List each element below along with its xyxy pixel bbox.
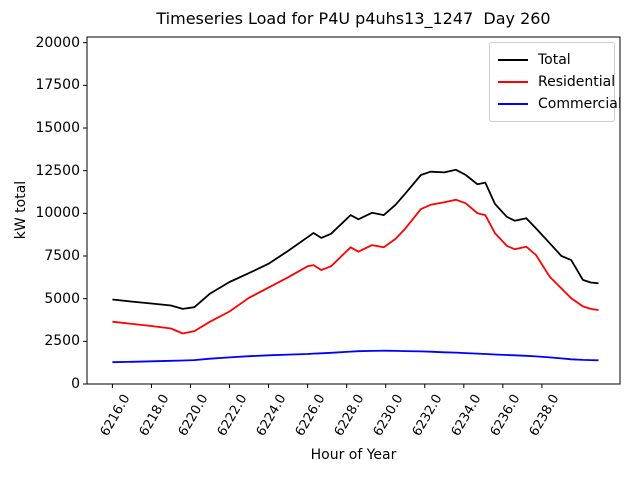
y-tick-label: 15000 bbox=[35, 120, 80, 137]
legend: Total Residential Commercial bbox=[489, 42, 622, 122]
y-tick-label: 7500 bbox=[44, 248, 80, 264]
legend-entry-commercial: Commercial bbox=[498, 93, 622, 115]
y-tick-label: 10000 bbox=[35, 205, 80, 222]
legend-label: Commercial bbox=[538, 96, 622, 112]
y-tick-label: 12500 bbox=[35, 162, 80, 179]
plot-frame bbox=[86, 36, 621, 385]
series-line-residential bbox=[112, 198, 599, 335]
legend-entry-total: Total bbox=[498, 49, 606, 71]
y-tick-label: 0 bbox=[71, 376, 80, 392]
legend-label: Total bbox=[538, 52, 571, 68]
series-line-total bbox=[112, 168, 599, 310]
y-tick-label: 20000 bbox=[35, 34, 80, 51]
y-tick-label: 17500 bbox=[35, 77, 80, 94]
legend-line-sample-commercial bbox=[498, 103, 528, 105]
y-tick-label: 2500 bbox=[44, 333, 80, 350]
legend-line-sample-total bbox=[498, 59, 528, 61]
y-tick-label: 5000 bbox=[44, 290, 80, 307]
series-line-commercial bbox=[112, 349, 599, 364]
legend-entry-residential: Residential bbox=[498, 71, 615, 93]
legend-label: Residential bbox=[538, 74, 616, 90]
chart-title: Timeseries Load for P4U p4uhs13_1247 Day… bbox=[156, 9, 551, 28]
legend-line-sample-residential bbox=[498, 81, 528, 83]
x-axis-label: Hour of Year bbox=[310, 447, 397, 463]
